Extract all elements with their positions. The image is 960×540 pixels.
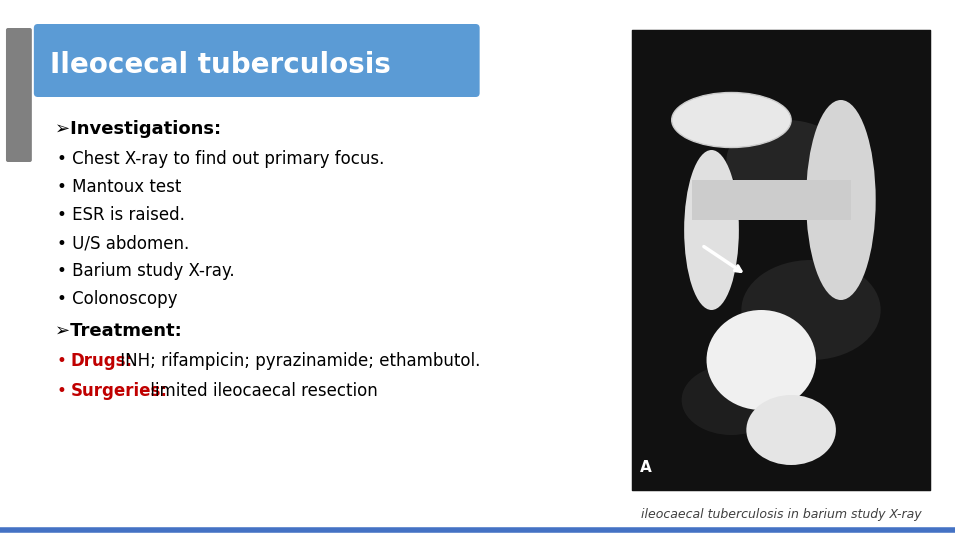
Ellipse shape [741,260,880,360]
Text: • Colonoscopy: • Colonoscopy [57,290,178,308]
Ellipse shape [806,100,876,300]
Text: ➢Treatment:: ➢Treatment: [55,322,181,340]
Text: Drugs:: Drugs: [71,352,132,370]
Ellipse shape [684,150,739,310]
Text: Surgeries:: Surgeries: [71,382,168,400]
Ellipse shape [682,365,781,435]
Ellipse shape [746,395,836,465]
Text: limited ileocaecal resection: limited ileocaecal resection [145,382,378,400]
Text: INH; rifampicin; pyrazinamide; ethambutol.: INH; rifampicin; pyrazinamide; ethambuto… [115,352,481,370]
Text: Ileocecal tuberculosis: Ileocecal tuberculosis [50,51,391,79]
Text: ileocaecal tuberculosis in barium study X-ray: ileocaecal tuberculosis in barium study … [641,508,922,521]
Text: • Mantoux test: • Mantoux test [57,178,181,196]
Text: • ESR is raised.: • ESR is raised. [57,206,184,224]
Text: • Barium study X-ray.: • Barium study X-ray. [57,262,234,280]
Ellipse shape [707,310,816,410]
Ellipse shape [672,92,791,147]
Text: •: • [57,382,72,400]
Bar [691,180,851,220]
Text: ➢Investigations:: ➢Investigations: [55,120,221,138]
Ellipse shape [727,120,846,200]
Text: • Chest X-ray to find out primary focus.: • Chest X-ray to find out primary focus. [57,150,384,168]
Bar [632,30,930,490]
Text: • U/S abdomen.: • U/S abdomen. [57,234,189,252]
Text: •: • [57,352,72,370]
FancyBboxPatch shape [34,24,480,97]
FancyBboxPatch shape [6,28,32,162]
Text: A: A [640,460,652,475]
